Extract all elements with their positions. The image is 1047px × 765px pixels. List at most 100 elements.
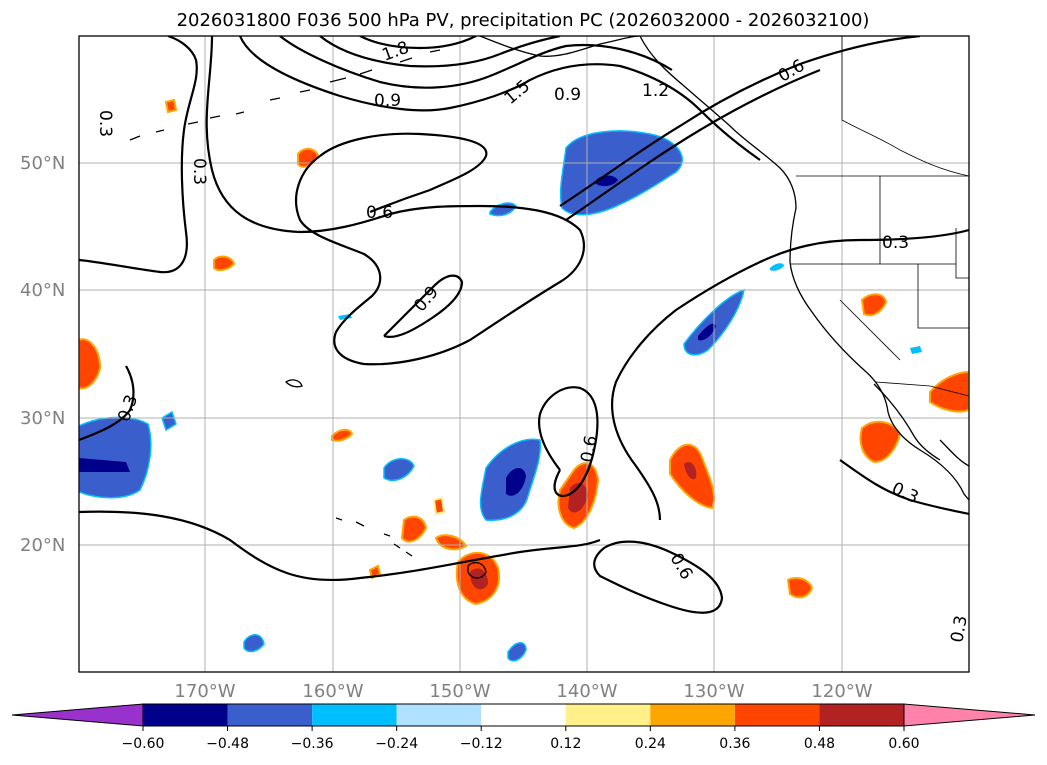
pv-contour-0.6-loop: [538, 386, 599, 497]
lon-label: 130°W: [683, 681, 744, 702]
pv-label: 1.2: [642, 81, 669, 101]
mexico-coast: [939, 439, 969, 467]
coastlines: [129, 36, 969, 579]
pv-label: 0.6: [577, 434, 601, 464]
precip-positive-core-east: [568, 482, 588, 513]
pv-contour-1.8: [359, 36, 477, 50]
precip-positive-small-7: [331, 428, 354, 442]
colorbar-bin: [481, 704, 566, 726]
colorbar-bin: [819, 704, 904, 726]
colorbar-bin: [396, 704, 482, 726]
pv-contour-0.6-north: [319, 132, 488, 214]
precip-positive-core-hawaii: [470, 568, 488, 590]
colorbar-frame: [142, 703, 905, 727]
precip-negative-small-5: [383, 458, 415, 482]
colorbar-tick-label: 0.60: [888, 736, 919, 752]
precip-negative-gulf-of-alaska: [559, 130, 683, 216]
gridlines: [79, 36, 969, 672]
pv-contour-0.3-south: [79, 510, 601, 582]
colorbar-extend-high: [903, 703, 1036, 727]
colorbar-extend-low: [11, 703, 144, 727]
precip-negative-core-hawaii: [506, 467, 526, 496]
pv-contour-1.5: [319, 36, 561, 68]
precip-positive-small-3: [786, 577, 814, 599]
pv-label: 0.3: [95, 110, 115, 137]
precip-negative-small-7: [243, 634, 265, 653]
colorbar-bin: [650, 704, 735, 726]
precip-positive-baja: [859, 420, 902, 464]
pv-contour-0.9-north: [238, 36, 761, 161]
pv-contour-0.3-se: [839, 459, 969, 516]
colorbar-tick-label: −0.60: [122, 736, 165, 752]
precip-positive-small-1: [400, 515, 428, 543]
colorbar-tick-label: 0.12: [550, 736, 581, 752]
pv-label: 0.3: [882, 233, 909, 253]
chart-title: 2026031800 F036 500 hPa PV, precipitatio…: [177, 10, 870, 31]
pv-contour-0.6-ne: [559, 36, 921, 207]
colorbar-bin: [312, 704, 397, 726]
precip-positive-small-2: [432, 496, 446, 516]
precip-positive-core-130w: [684, 461, 697, 480]
pv-contour-0.9-loop: [383, 274, 464, 338]
lat-label: 20°N: [20, 535, 65, 556]
pv-contour-0.3-west: [79, 36, 198, 274]
alaska-coast: [479, 36, 641, 57]
pv-label: 0.9: [554, 85, 581, 105]
pv-label: 0.9: [374, 91, 401, 111]
lat-label: 30°N: [20, 408, 65, 429]
pv-contour-0.3-west-south: [79, 365, 135, 442]
precip-shading: [79, 98, 969, 662]
precip-negative-west-pacific: [79, 416, 152, 499]
colorbar-tick-label: −0.12: [460, 736, 503, 752]
precip-negative-small-8: [507, 642, 527, 662]
colorbar-bin: [565, 704, 651, 726]
colorbar-tick-label: 0.24: [635, 736, 666, 752]
map-area: 0.3 0.3 0.3 0.6 0.9 1.5 0.9 1.2 1.8 0.6 …: [79, 36, 971, 672]
alaska-canada-border: [841, 36, 969, 177]
colorbar-bin: [227, 704, 313, 726]
aleutian-islands: [129, 49, 441, 141]
precip-positive-small-6: [164, 98, 178, 114]
colorbar-bin: [143, 704, 228, 726]
colorbar-tick-label: −0.36: [291, 736, 334, 752]
colorbar: −0.60 −0.48 −0.36 −0.24 −0.12 0.12 0.24 0.36 0.4…: [11, 703, 1036, 752]
lat-label: 40°N: [20, 280, 65, 301]
pv-label: 0.6: [366, 203, 393, 223]
us-mexico-border: [875, 381, 969, 397]
state-borders: [790, 176, 969, 361]
colorbar-tick-label: −0.48: [206, 736, 249, 752]
precip-positive-hawaii-islands: [434, 534, 468, 551]
lat-label: 50°N: [20, 153, 65, 174]
precip-negative-core-oregon: [698, 323, 716, 341]
precip-negative-small-4: [910, 346, 922, 354]
colorbar-tick-label: 0.48: [804, 736, 835, 752]
colorbar-bin: [734, 704, 820, 726]
precip-positive-west-pacific: [79, 338, 102, 390]
precip-positive-nevada: [860, 293, 888, 317]
pacific-islands: [284, 379, 303, 388]
pv-label: 0.3: [947, 614, 971, 644]
map-frame: [78, 35, 970, 673]
baja-california: [873, 383, 941, 461]
pv-contour-0.6-southeast: [593, 540, 724, 614]
pv-contours: [79, 36, 969, 614]
lon-label: 140°W: [556, 681, 617, 702]
precip-positive-small-5: [213, 255, 236, 272]
north-america-coast: [639, 36, 969, 501]
lon-label: 170°W: [174, 681, 235, 702]
lon-label: 120°W: [811, 681, 872, 702]
pv-label: 0.3: [189, 158, 209, 185]
colorbar-tick-label: −0.24: [375, 736, 418, 752]
political-borders: [790, 36, 969, 397]
precip-negative-small-2: [770, 263, 784, 271]
lon-label: 150°W: [429, 681, 490, 702]
precip-positive-small-4: [297, 148, 320, 168]
hawaii-islands: [335, 517, 487, 579]
longitude-labels: 170°W 160°W 150°W 140°W 130°W 120°W: [174, 681, 872, 702]
pv-contour-0.3-ne: [565, 68, 821, 221]
precip-negative-core-west-pacific: [79, 458, 130, 472]
precip-negative-small-6: [161, 410, 177, 432]
pv-contour-1.2: [279, 36, 673, 89]
colorbar-tick-label: 0.36: [719, 736, 750, 752]
